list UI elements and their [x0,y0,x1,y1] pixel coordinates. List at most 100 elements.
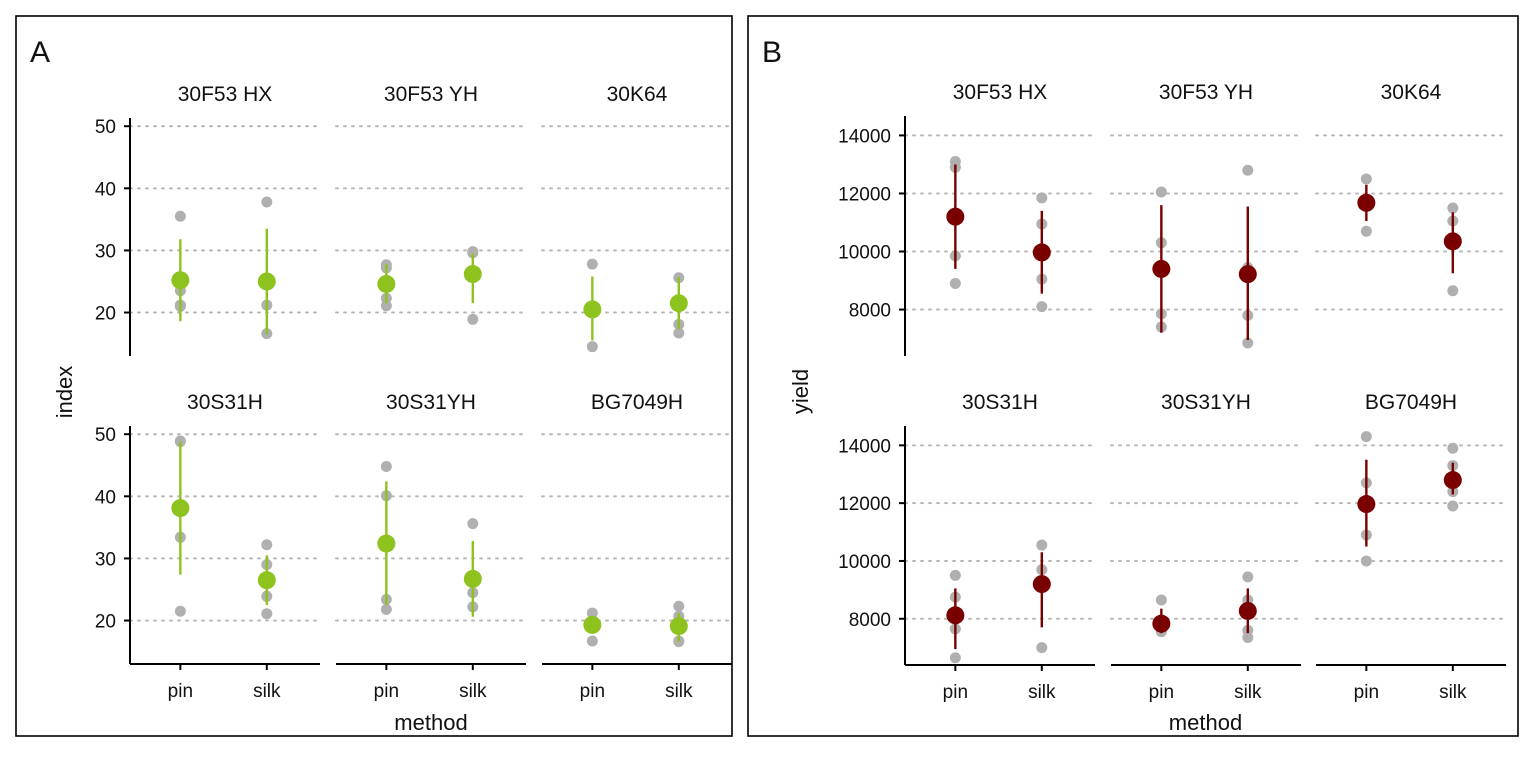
raw-point [949,569,961,581]
raw-point [1447,285,1459,297]
mean-point [1443,232,1462,251]
y-tick-label: 50 [95,425,116,446]
mean-point [377,534,396,553]
facet-label: 30F53 YH [384,83,478,106]
raw-point [1155,594,1167,606]
facet-30k64: 30K64 [1315,81,1507,311]
raw-point [174,605,186,617]
x-tick-label: pin [580,681,605,702]
mean-point [1357,495,1376,514]
x-tick-label: silk [1234,682,1262,703]
y-tick-label: 12000 [838,184,891,205]
x-tick-label: pin [943,682,968,703]
raw-point [467,247,479,259]
mean-point [171,271,190,290]
raw-point [380,461,392,473]
raw-point [586,341,598,353]
raw-point [261,539,273,551]
mean-point [463,265,482,284]
raw-point [1242,571,1254,583]
raw-point [261,196,273,208]
facet-label: BG7049H [591,391,683,414]
raw-point [1155,186,1167,198]
facet-30s31h: 30S31H 20 30 40 50 pin silk [95,391,321,702]
raw-point [1036,192,1048,204]
facet-30f53-yh: 30F53 YH [1110,81,1302,349]
mean-point [1357,193,1376,212]
panel-border [15,15,733,737]
facet-30s31yh: 30S31YH pin silk [335,391,527,702]
raw-point [467,518,479,530]
y-axis-title: index [52,366,77,419]
y-tick-label: 30 [95,549,116,570]
raw-point [1036,301,1048,313]
x-tick-label: pin [168,681,193,702]
mean-point [669,294,688,313]
y-tick-label: 20 [95,304,116,325]
facet-label: 30S31H [962,391,1038,414]
raw-point [1242,632,1254,644]
facet-30f53-yh: 30F53 YH [335,83,527,325]
panel-tag: A [30,36,50,69]
raw-point [1360,555,1372,567]
raw-point [1036,539,1048,551]
raw-point [586,607,598,619]
mean-point [1238,601,1257,620]
raw-point [380,603,392,615]
mean-point [463,569,482,588]
facet-bg7049h: BG7049H pin silk [541,391,733,702]
raw-point [1360,173,1372,185]
mean-point [1032,243,1051,262]
raw-point [1360,431,1372,443]
facet-30s31yh: 30S31YH pin silk [1110,391,1302,703]
y-tick-label: 50 [95,117,116,138]
y-tick-label: 10000 [838,552,891,573]
mean-point [946,606,965,625]
mean-point [583,300,602,319]
y-tick-label: 8000 [849,610,891,631]
mean-point [257,571,276,590]
mean-point [1032,575,1051,594]
x-axis-title: method [394,710,467,735]
raw-point [380,300,392,312]
raw-point [586,258,598,270]
mean-point [946,207,965,226]
mean-point [377,274,396,293]
x-tick-label: pin [1149,682,1174,703]
mean-point [257,272,276,291]
panel-tag: B [762,36,782,69]
facet-label: 30S31H [187,391,263,414]
panel-B: B 30F53 HX 8000 10000 12000 14000 30F53 YH 30K6… [747,15,1519,737]
facet-bg7049h: BG7049H pin silk [1315,391,1507,703]
mean-point [1152,259,1171,278]
y-tick-label: 40 [95,179,116,200]
facet-30f53-hx: 30F53 HX 8000 10000 12000 14000 [838,81,1096,356]
mean-point [1443,471,1462,490]
raw-point [949,277,961,289]
x-tick-label: silk [1028,682,1056,703]
y-tick-label: 20 [95,612,116,633]
mean-point [583,615,602,634]
x-axis-title: method [1169,710,1242,735]
x-tick-label: silk [459,681,487,702]
facet-label: 30S31YH [1161,391,1251,414]
x-tick-label: silk [1439,682,1467,703]
mean-point [1152,614,1171,633]
raw-point [1447,442,1459,454]
raw-point [467,313,479,325]
panel-border [747,15,1519,737]
y-tick-label: 14000 [838,126,891,147]
y-axis-title: yield [788,369,813,414]
facet-label: 30F53 YH [1159,81,1253,104]
raw-point [673,600,685,612]
facet-30k64: 30K64 [541,83,733,353]
raw-point [261,608,273,620]
raw-point [1242,337,1254,349]
raw-point [1242,164,1254,176]
x-tick-label: silk [253,681,281,702]
y-tick-label: 8000 [849,301,891,322]
y-tick-label: 40 [95,487,116,508]
y-tick-label: 14000 [838,436,891,457]
raw-point [1036,642,1048,654]
